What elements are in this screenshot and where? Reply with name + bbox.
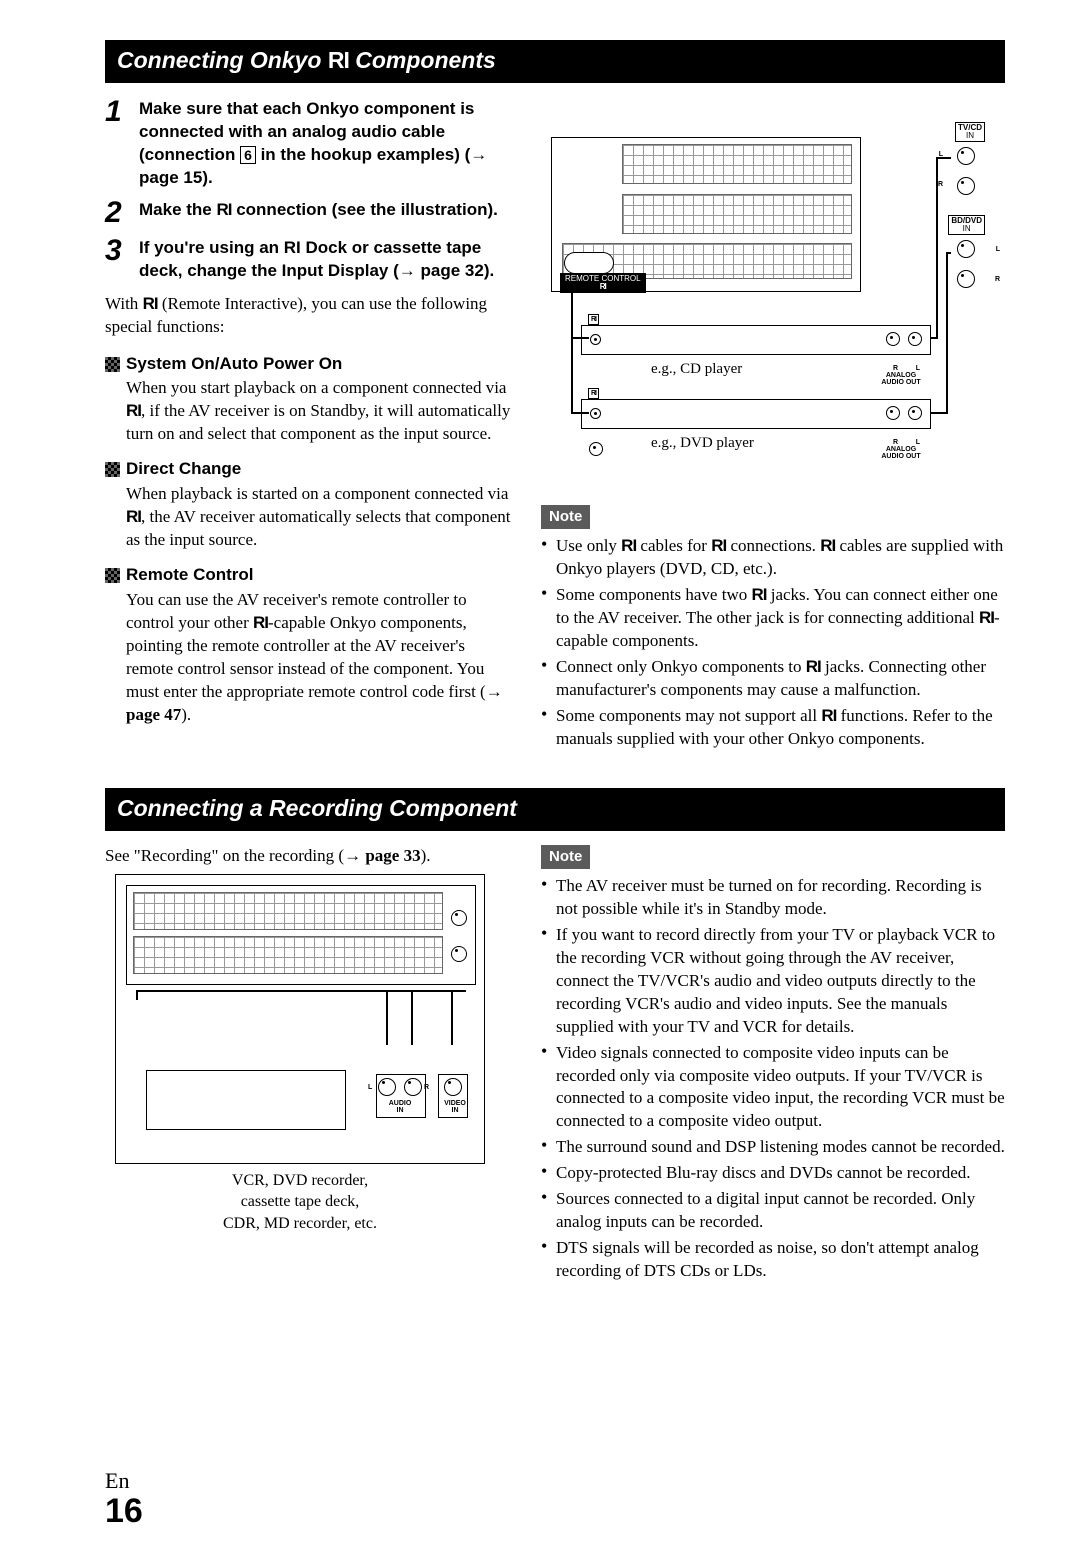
note-item: The AV receiver must be turned on for re… — [541, 875, 1005, 921]
out-jack — [451, 910, 467, 926]
note-item: Use only RI cables for RI connections. R… — [541, 535, 1005, 581]
feature-title: System On/Auto Power On — [105, 353, 513, 376]
feature-body: You can use the AV receiver's remote con… — [105, 589, 513, 727]
intro-paragraph: With RI (Remote Interactive), you can us… — [105, 293, 513, 339]
step-number: 1 — [105, 97, 139, 190]
step-body: Make the RI connection (see the illustra… — [139, 198, 498, 228]
left-column: See "Recording" on the recording (→ page… — [105, 845, 513, 1286]
note-item: If you want to record directly from your… — [541, 924, 1005, 1039]
feature-direct-change: Direct Change When playback is started o… — [105, 458, 513, 552]
analog-out-label: ANALOGAUDIO OUT — [876, 372, 926, 386]
dvd-player-box: RI R L ANALOGAUDIO OUT — [581, 399, 931, 429]
section-2: Connecting a Recording Component See "Re… — [105, 788, 1005, 1286]
out-jack — [451, 946, 467, 962]
extra-jack — [589, 442, 603, 456]
ri-jack — [590, 408, 601, 419]
section1-columns: 1 Make sure that each Onkyo component is… — [105, 97, 1005, 754]
section-header-recording: Connecting a Recording Component — [105, 788, 1005, 831]
dvd-player-text: e.g., DVD player — [651, 433, 754, 453]
feature-remote-control: Remote Control You can use the AV receiv… — [105, 564, 513, 727]
see-recording-line: See "Recording" on the recording (→ page… — [105, 845, 513, 868]
notes-list-1: Use only RI cables for RI connections. R… — [541, 535, 1005, 750]
ri-label: RI — [588, 388, 599, 399]
note-item: Some components have two RI jacks. You c… — [541, 584, 1005, 653]
ri-symbol: RI — [328, 47, 349, 73]
jack-r2 — [957, 270, 975, 288]
feature-body: When you start playback on a component c… — [105, 377, 513, 446]
receiver-panel: REMOTE CONTROL RI — [551, 137, 861, 292]
section2-columns: See "Recording" on the recording (→ page… — [105, 845, 1005, 1286]
note-item: DTS signals will be recorded as noise, s… — [541, 1237, 1005, 1283]
step-3: 3 If you're using an RI Dock or cassette… — [105, 236, 513, 283]
header-text: Connecting Onkyo — [117, 47, 328, 73]
notes-list-2: The AV receiver must be turned on for re… — [541, 875, 1005, 1283]
letter-r: R — [938, 181, 943, 188]
step-number: 2 — [105, 198, 139, 228]
letter-l: L — [916, 439, 920, 446]
page-lang: En — [105, 1466, 1005, 1496]
right-column: REMOTE CONTROL RI TV/CDIN L R BD/DVDIN L… — [541, 97, 1005, 754]
feature-title: Direct Change — [105, 458, 513, 481]
jack-l — [957, 147, 975, 165]
feature-system-on: System On/Auto Power On When you start p… — [105, 353, 513, 447]
jack-l2 — [957, 240, 975, 258]
page-footer: En 16 — [105, 1466, 1005, 1526]
section-header-ri: Connecting Onkyo RI Components — [105, 40, 1005, 83]
note-label: Note — [541, 505, 590, 529]
letter-r: R — [893, 365, 898, 372]
letter-l: L — [996, 246, 1000, 253]
jack-r — [957, 177, 975, 195]
note-item: Video signals connected to composite vid… — [541, 1042, 1005, 1134]
recorder-caption: VCR, DVD recorder, cassette tape deck, C… — [105, 1170, 495, 1235]
step-body: If you're using an RI Dock or cassette t… — [139, 236, 513, 283]
audio-jack-l — [908, 332, 922, 346]
step-2: 2 Make the RI connection (see the illust… — [105, 198, 513, 228]
page-number: 16 — [105, 1496, 1005, 1527]
note-item: Some components may not support all RI f… — [541, 705, 1005, 751]
step-number: 3 — [105, 236, 139, 283]
header-text: Components — [349, 47, 496, 73]
note-item: Sources connected to a digital input can… — [541, 1188, 1005, 1234]
recorder-box — [146, 1070, 346, 1130]
feature-title: Remote Control — [105, 564, 513, 587]
tvcd-label: TV/CDIN — [955, 122, 985, 142]
audio-jack-l — [908, 406, 922, 420]
connection-diagram: REMOTE CONTROL RI TV/CDIN L R BD/DVDIN L… — [541, 97, 1005, 483]
ri-label: RI — [588, 314, 599, 325]
bddvd-label: BD/DVDIN — [948, 215, 985, 235]
cd-player-box: RI R L ANALOGAUDIO OUT — [581, 325, 931, 355]
letter-l: L — [916, 365, 920, 372]
receiver-panel-2 — [126, 885, 476, 985]
letter-r: R — [995, 276, 1000, 283]
note-item: The surround sound and DSP listening mod… — [541, 1136, 1005, 1159]
letter-l: L — [368, 1084, 372, 1091]
remote-control-label: REMOTE CONTROL RI — [560, 273, 646, 293]
audio-jack-r — [886, 406, 900, 420]
right-column: Note The AV receiver must be turned on f… — [541, 845, 1005, 1286]
note-item: Copy-protected Blu-ray discs and DVDs ca… — [541, 1162, 1005, 1185]
audio-jack-r — [886, 332, 900, 346]
feature-body: When playback is started on a component … — [105, 483, 513, 552]
step-body: Make sure that each Onkyo component is c… — [139, 97, 513, 190]
ri-jack — [590, 334, 601, 345]
letter-r: R — [893, 439, 898, 446]
note-item: Connect only Onkyo components to RI jack… — [541, 656, 1005, 702]
step-1: 1 Make sure that each Onkyo component is… — [105, 97, 513, 190]
analog-out-label: ANALOGAUDIO OUT — [876, 446, 926, 460]
note-label: Note — [541, 845, 590, 869]
cd-player-text: e.g., CD player — [651, 359, 742, 379]
left-column: 1 Make sure that each Onkyo component is… — [105, 97, 513, 754]
recording-diagram: L R AUDIOIN VIDEOIN — [115, 874, 485, 1164]
recorder-jacks: L R AUDIOIN VIDEOIN — [366, 1070, 476, 1130]
